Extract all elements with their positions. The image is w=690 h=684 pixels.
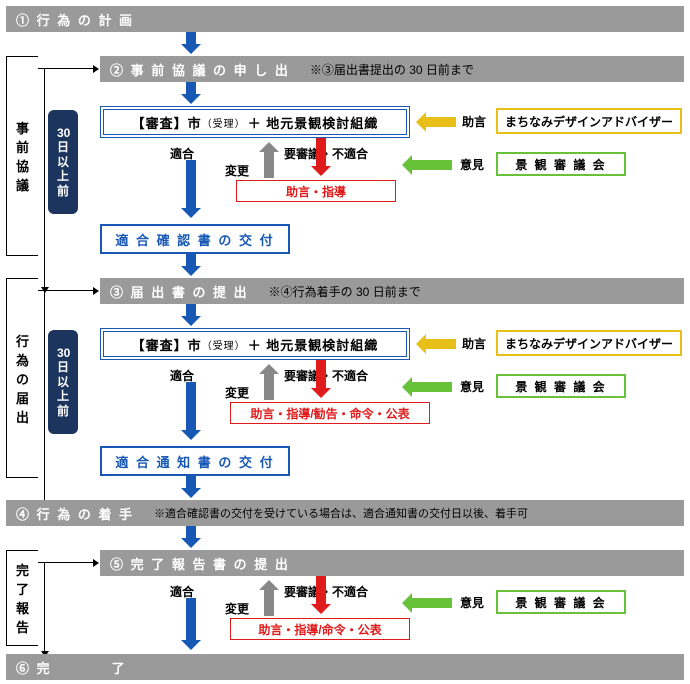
arrow-yoshingi-1 bbox=[316, 138, 326, 168]
label-iken-3: 意見 bbox=[460, 594, 484, 611]
council-box-3: 景 観 審 議 会 bbox=[496, 590, 626, 614]
arrow-tekigo-3 bbox=[186, 598, 196, 642]
red-box-3-label: 助言・指導/命令・公表 bbox=[258, 621, 381, 638]
arrow-tekigo-1 bbox=[186, 160, 196, 210]
thinline-v2 bbox=[44, 290, 45, 506]
step-6-label: ⑥ 完 了 bbox=[16, 658, 127, 677]
arrow-1-2 bbox=[186, 32, 196, 46]
pill-30days-1: 30日以上前 bbox=[48, 110, 78, 214]
issue-box-2: 適 合 通 知 書 の 交 付 bbox=[100, 446, 290, 476]
thinline-h1b bbox=[86, 68, 94, 69]
red-box-3: 助言・指導/命令・公表 bbox=[230, 618, 410, 640]
step-2-bar: ② 事 前 協 議 の 申 し 出 ※③届出書提出の 30 日前まで bbox=[100, 56, 684, 82]
label-yoshingi-3: 要審議・不適合 bbox=[284, 583, 368, 600]
review-box-1: 【審査】市 （受理） ＋ 地元景観検討組織 bbox=[100, 106, 410, 138]
arrow-council-3 bbox=[410, 598, 452, 608]
vtab-report-label: 完了報告 bbox=[16, 560, 29, 636]
label-yoshingi-2: 要審議・不適合 bbox=[284, 367, 368, 384]
vtab-pre-consult-label: 事前協議 bbox=[16, 118, 29, 194]
step-1-bar: ① 行 為 の 計 画 bbox=[6, 6, 684, 32]
review-paren-2: （受理） bbox=[202, 337, 246, 352]
vtab-report: 完了報告 bbox=[6, 550, 38, 646]
arrow-3-review2 bbox=[186, 304, 196, 318]
step-3-note: ※④行為着手の 30 日前まで bbox=[269, 283, 421, 300]
arrow-issue2-step4 bbox=[186, 476, 196, 490]
step-6-bar: ⑥ 完 了 bbox=[6, 654, 684, 680]
pill-30days-2-label: 30日以上前 bbox=[57, 346, 69, 418]
arrow-henko-3 bbox=[264, 588, 274, 616]
review-box-2: 【審査】市 （受理） ＋ 地元景観検討組織 bbox=[100, 328, 410, 360]
step-5-label: ⑤ 完 了 報 告 書 の 提 出 bbox=[110, 554, 290, 573]
arrow-issue1-step3 bbox=[186, 254, 196, 268]
pill-30days-1-label: 30日以上前 bbox=[57, 126, 69, 198]
advisor-box-2: まちなみデザインアドバイザー bbox=[496, 330, 682, 356]
review-paren-1: （受理） bbox=[202, 115, 246, 130]
thinline-v1b bbox=[44, 282, 45, 288]
label-iken-1: 意見 bbox=[460, 156, 484, 173]
issue-box-1: 適 合 確 認 書 の 交 付 bbox=[100, 224, 290, 254]
step-3-bar: ③ 届 出 書 の 提 出 ※④行為着手の 30 日前まで bbox=[100, 278, 684, 304]
label-henko-1: 変更 bbox=[225, 162, 249, 179]
arrow-2-review1 bbox=[186, 82, 196, 96]
step-3-label: ③ 届 出 書 の 提 出 bbox=[110, 282, 249, 301]
council-box-1: 景 観 審 議 会 bbox=[496, 152, 626, 176]
council-label-1: 景 観 審 議 会 bbox=[515, 156, 606, 173]
label-henko-3: 変更 bbox=[225, 600, 249, 617]
review-plus-2: ＋ 地元景観検討組織 bbox=[248, 335, 379, 354]
vtab-notice-label: 行為の届出 bbox=[16, 331, 29, 426]
arrow-4-5 bbox=[186, 526, 196, 540]
step-5-bar: ⑤ 完 了 報 告 書 の 提 出 bbox=[100, 550, 684, 576]
council-label-3: 景 観 審 議 会 bbox=[515, 594, 606, 611]
red-box-2-label: 助言・指導/勧告・命令・公表 bbox=[250, 405, 409, 422]
thinline-h2b bbox=[86, 290, 94, 291]
step-4-label: ④ 行 為 の 着 手 bbox=[16, 504, 134, 523]
council-box-2: 景 観 審 議 会 bbox=[496, 374, 626, 398]
review-title-2: 【審査】市 bbox=[132, 335, 202, 354]
step-1-label: ① 行 為 の 計 画 bbox=[16, 10, 134, 29]
label-henko-2: 変更 bbox=[225, 384, 249, 401]
arrow-advisor-1 bbox=[424, 117, 456, 127]
red-box-2: 助言・指導/勧告・命令・公表 bbox=[230, 402, 430, 424]
red-box-1-label: 助言・指導 bbox=[286, 183, 346, 200]
red-box-1: 助言・指導 bbox=[236, 180, 396, 202]
arrow-henko-2 bbox=[264, 372, 274, 400]
advisor-box-1: まちなみデザインアドバイザー bbox=[496, 108, 682, 134]
step-4-bar: ④ 行 為 の 着 手 ※適合確認書の交付を受けている場合は、適合通知書の交付日… bbox=[6, 500, 684, 526]
label-jogen-1: 助言 bbox=[462, 113, 486, 130]
label-jogen-2: 助言 bbox=[462, 335, 486, 352]
arrow-henko-1 bbox=[264, 150, 274, 178]
arrow-yoshingi-3 bbox=[316, 576, 326, 606]
step-2-label: ② 事 前 協 議 の 申 し 出 bbox=[110, 60, 290, 79]
issue-label-1: 適 合 確 認 書 の 交 付 bbox=[115, 230, 274, 249]
issue-label-2: 適 合 通 知 書 の 交 付 bbox=[115, 452, 274, 471]
review-title-1: 【審査】市 bbox=[132, 113, 202, 132]
arrow-advisor-2 bbox=[424, 339, 456, 349]
label-yoshingi-1: 要審議・不適合 bbox=[284, 145, 368, 162]
advisor-label-2: まちなみデザインアドバイザー bbox=[505, 335, 673, 352]
review-plus-1: ＋ 地元景観検討組織 bbox=[248, 113, 379, 132]
flowchart-canvas: ① 行 為 の 計 画 ② 事 前 協 議 の 申 し 出 ※③届出書提出の 3… bbox=[0, 0, 690, 684]
thinline-v1 bbox=[44, 68, 45, 290]
advisor-label-1: まちなみデザインアドバイザー bbox=[505, 113, 673, 130]
arrow-council-1 bbox=[410, 160, 452, 170]
step-2-note: ※③届出書提出の 30 日前まで bbox=[310, 61, 474, 78]
thinline-v3 bbox=[44, 562, 45, 654]
step-4-note: ※適合確認書の交付を受けている場合は、適合通知書の交付日以後、着手可 bbox=[154, 505, 528, 521]
thinline-h3b bbox=[86, 562, 94, 563]
thinline-v3b bbox=[44, 646, 45, 652]
council-label-2: 景 観 審 議 会 bbox=[515, 378, 606, 395]
vtab-notice: 行為の届出 bbox=[6, 278, 38, 478]
vtab-pre-consult: 事前協議 bbox=[6, 56, 38, 256]
label-iken-2: 意見 bbox=[460, 378, 484, 395]
arrow-tekigo-2 bbox=[186, 382, 196, 432]
arrow-council-2 bbox=[410, 382, 452, 392]
pill-30days-2: 30日以上前 bbox=[48, 330, 78, 434]
arrow-yoshingi-2 bbox=[316, 360, 326, 390]
